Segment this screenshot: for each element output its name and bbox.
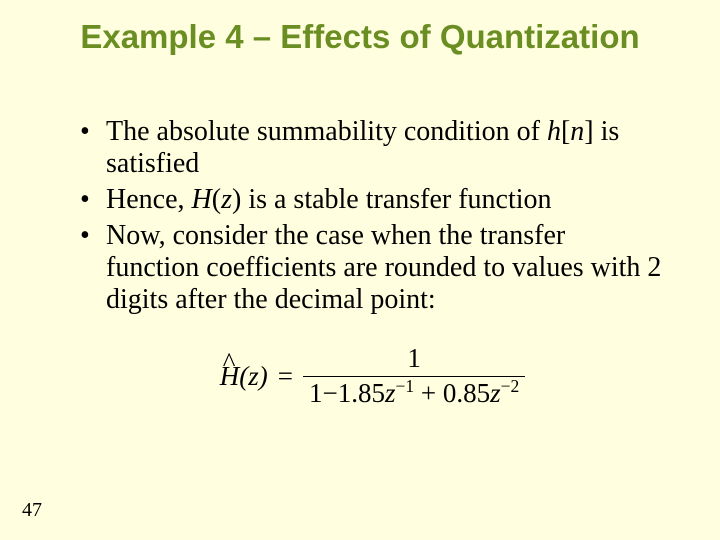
bullet-text: Hence, — [106, 184, 192, 215]
denominator: 1−1.85z−1 + 0.85z−2 — [303, 376, 525, 409]
bullet-item: Now, consider the case when the transfer… — [80, 220, 665, 316]
math-var: z — [221, 184, 232, 215]
math-var: z — [490, 378, 501, 408]
math-var: H — [192, 184, 212, 215]
paren: ( — [239, 361, 248, 391]
numerator: 1 — [401, 344, 427, 376]
bullet-text: Now, consider the case when the transfer… — [106, 220, 661, 315]
equals-sign: = — [278, 361, 293, 392]
den-op: − — [322, 378, 337, 408]
exponent: −2 — [501, 376, 520, 396]
page-number: 47 — [22, 499, 42, 522]
bullet-text: ] — [584, 116, 593, 147]
bullet-text: is a stable transfer function — [241, 184, 551, 215]
bullet-text: The absolute summability condition of — [106, 116, 547, 147]
bullet-item: Hence, H(z) is a stable transfer functio… — [80, 184, 665, 216]
math-var: h — [547, 116, 561, 147]
slide-title: Example 4 – Effects of Quantization — [0, 0, 720, 56]
paren: ) — [259, 361, 268, 391]
hat-accent: ^ — [223, 347, 236, 378]
equation-lhs: ^ H(z) — [220, 361, 268, 392]
exponent: −1 — [395, 376, 414, 396]
den-term: 1 — [309, 378, 323, 408]
bullet-text: ( — [212, 184, 221, 215]
den-term: 0.85 — [443, 378, 490, 408]
math-var: z — [248, 361, 259, 391]
bullet-text: ) — [232, 184, 241, 215]
bullet-list: The absolute summability condition of h[… — [80, 116, 665, 316]
den-op: + — [421, 378, 436, 408]
bullet-item: The absolute summability condition of h[… — [80, 116, 665, 180]
fraction: 1 1−1.85z−1 + 0.85z−2 — [303, 344, 525, 408]
den-term: 1.85 — [338, 378, 385, 408]
bullet-text: [ — [561, 116, 570, 147]
math-var: n — [570, 116, 584, 147]
slide-body: The absolute summability condition of h[… — [0, 56, 720, 408]
math-var: z — [385, 378, 396, 408]
equation-inline: ^ H(z) = 1 1−1.85z−1 + 0.85z−2 — [220, 344, 526, 408]
equation: ^ H(z) = 1 1−1.85z−1 + 0.85z−2 — [80, 344, 665, 408]
